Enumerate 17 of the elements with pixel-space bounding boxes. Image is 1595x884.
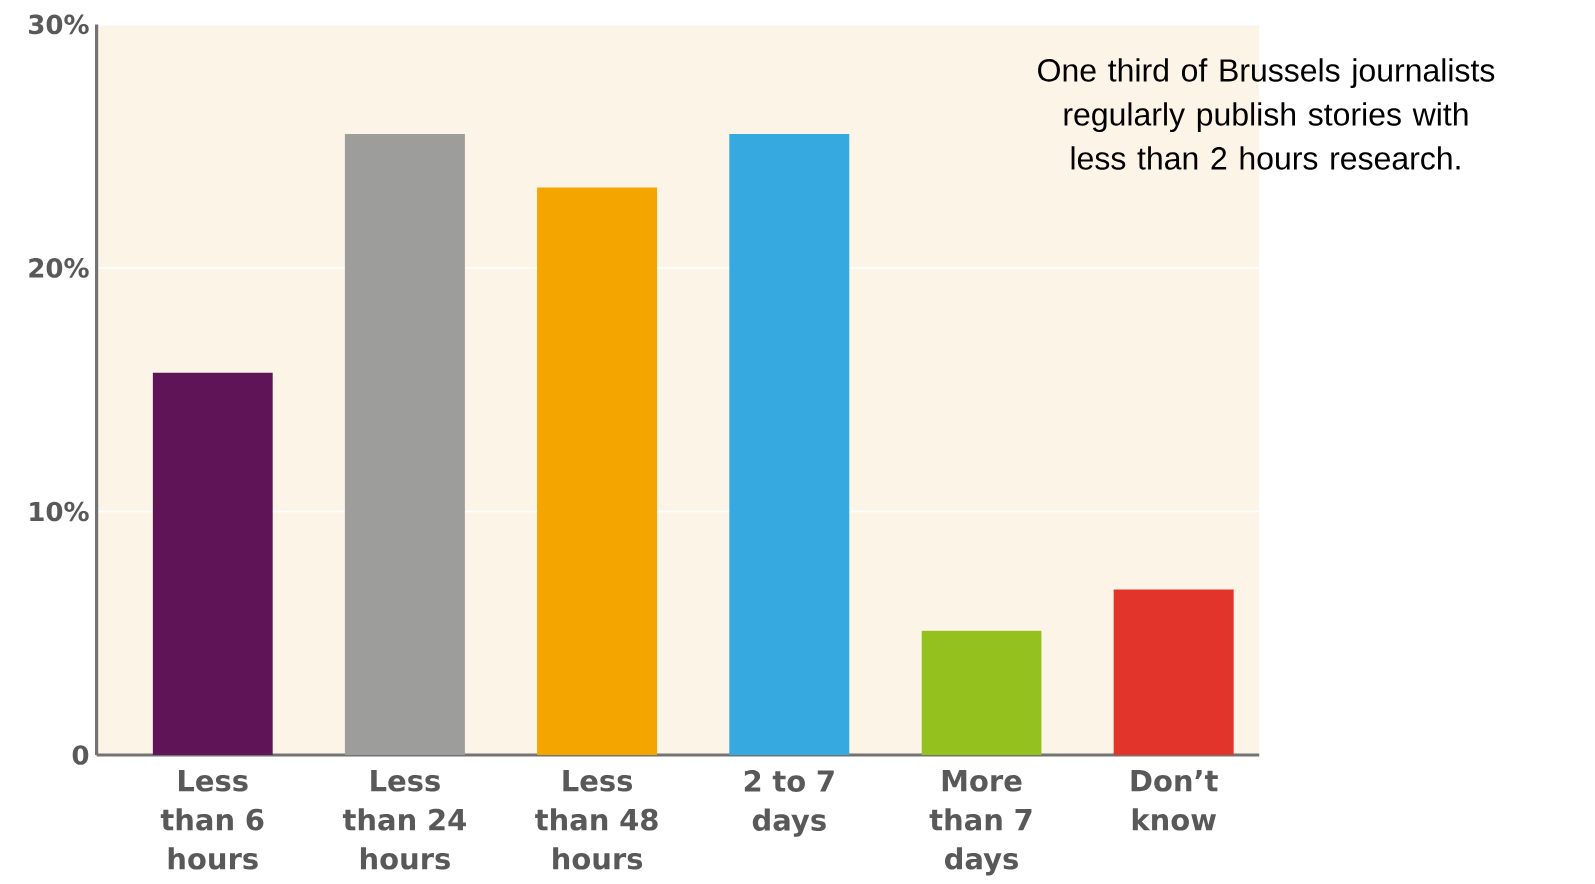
y-tick-label: 0 xyxy=(72,745,89,765)
bar xyxy=(921,630,1042,755)
bar xyxy=(1113,589,1234,755)
x-tick-label: Less than 48 hours xyxy=(535,770,658,870)
bar xyxy=(152,372,273,755)
bar xyxy=(344,133,465,755)
x-tick-label: More than 7 days xyxy=(929,770,1032,876)
bar xyxy=(729,133,850,755)
y-tick-label: 10% xyxy=(30,501,89,522)
x-tick-label: Less than 6 hours xyxy=(160,770,264,870)
bar xyxy=(537,187,658,755)
x-tick-label: Less than 24 hours xyxy=(342,770,466,870)
y-tick-label: 30% xyxy=(29,14,89,35)
annotation: One third of Brussels journalists regularly publish stories with less than 2 hours research. xyxy=(1038,58,1495,170)
x-tick-label: Don’t know xyxy=(1131,770,1218,831)
x-tick-label: 2 to 7 days xyxy=(744,770,834,837)
y-tick-label: 20% xyxy=(29,258,89,278)
